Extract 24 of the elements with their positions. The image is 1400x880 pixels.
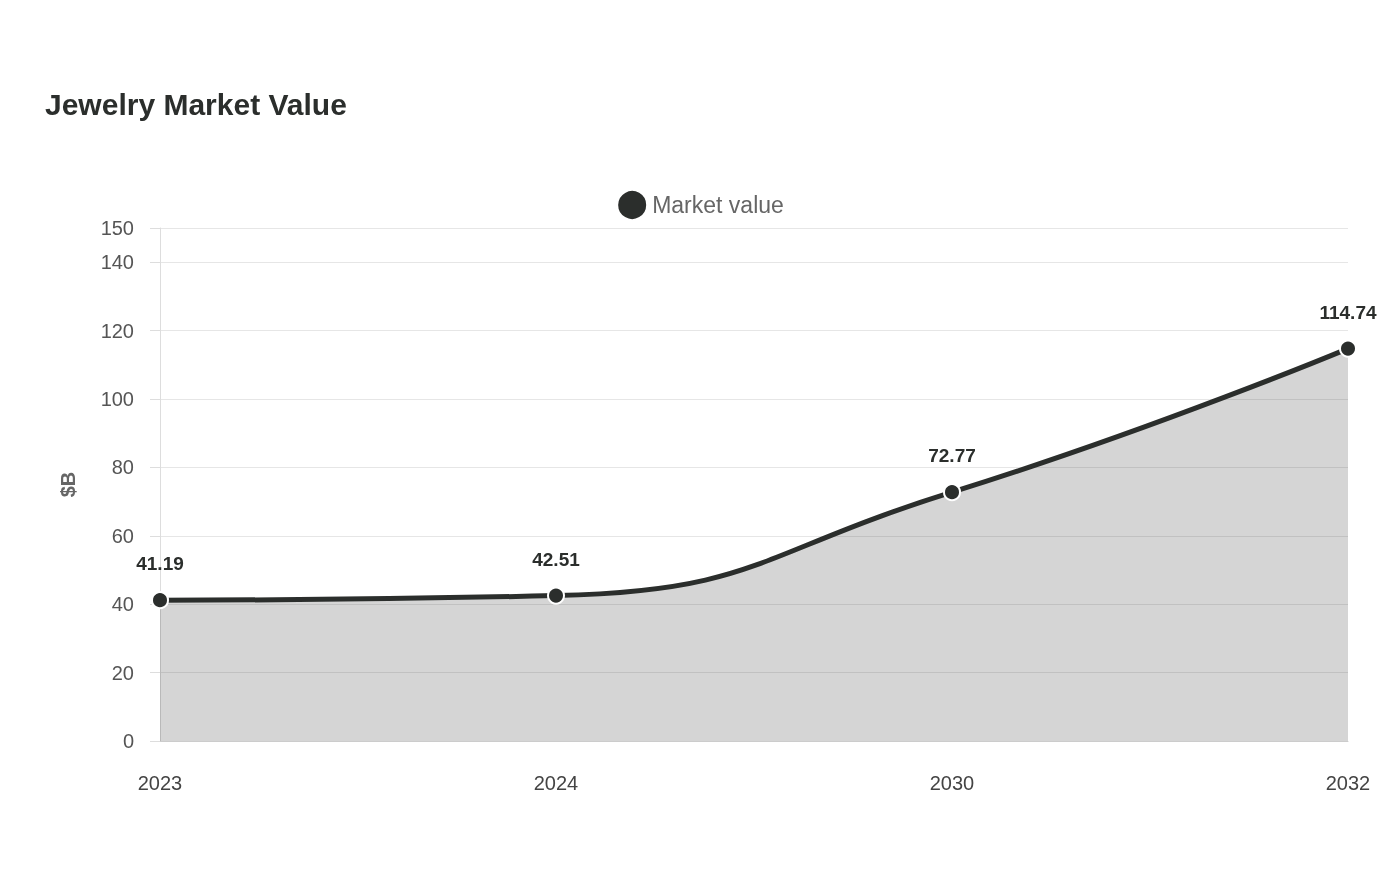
data-label: 114.74 <box>1319 301 1377 323</box>
x-tick-label: 2030 <box>929 772 975 794</box>
x-tick-label: 2032 <box>1325 772 1371 794</box>
point <box>943 483 961 502</box>
point <box>547 586 565 605</box>
y-tick-label: 80 <box>111 456 134 479</box>
data-label: 42.51 <box>532 548 581 570</box>
point <box>1339 339 1357 358</box>
data-label: 41.19 <box>136 553 184 575</box>
y-tick-label: 100 <box>100 388 134 410</box>
y-tick-label: 0 <box>122 730 134 752</box>
x-tick-label: 2023 <box>137 772 183 794</box>
y-tick-label: 20 <box>111 661 134 684</box>
y-tick-label: 120 <box>100 319 134 342</box>
x-tick-label: 2024 <box>533 772 579 794</box>
chart-title: Jewelry Market Value <box>45 87 347 121</box>
legend-label: Market value <box>652 192 784 218</box>
y-axis-title: $B <box>57 471 79 498</box>
data-label: 72.77 <box>928 445 976 467</box>
y-tick-label: 60 <box>111 524 134 547</box>
point <box>151 591 169 610</box>
y-tick-label: 140 <box>100 251 134 274</box>
y-tick-label: 150 <box>100 217 134 239</box>
y-tick-label: 40 <box>111 593 134 616</box>
